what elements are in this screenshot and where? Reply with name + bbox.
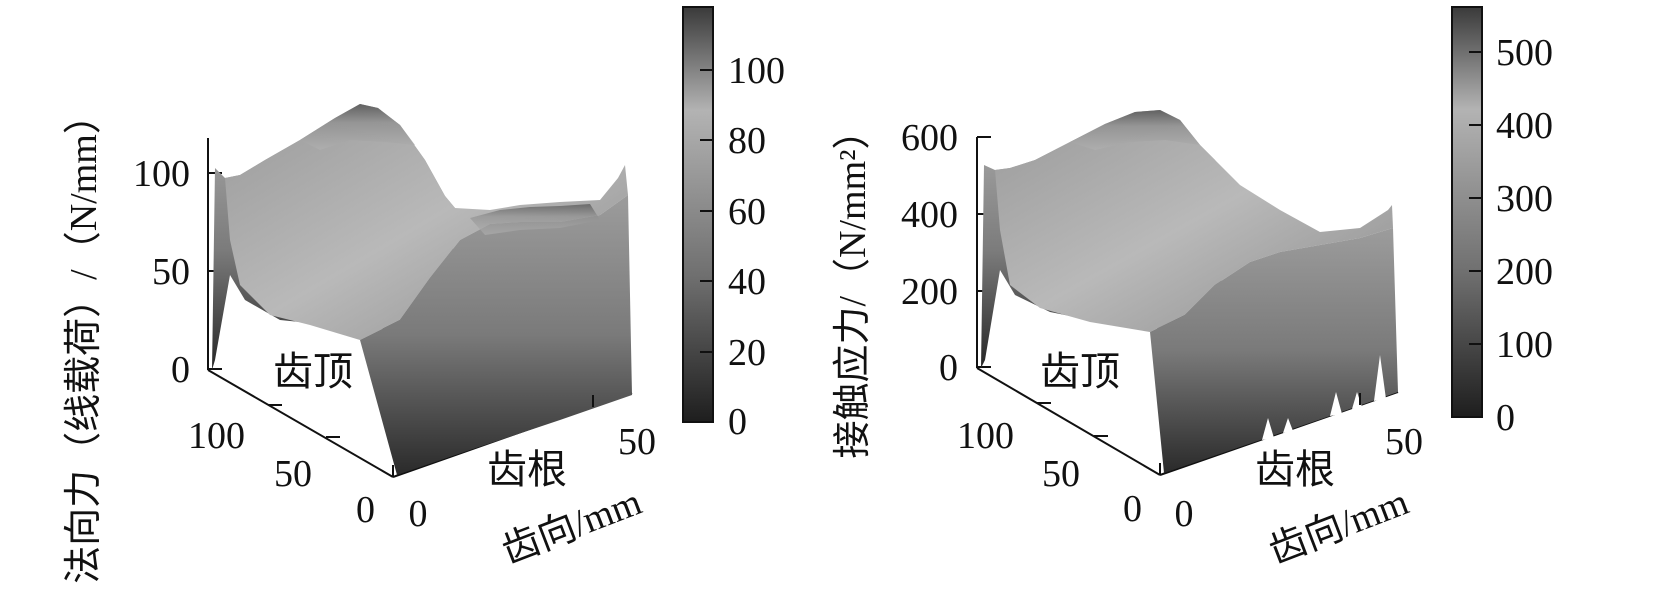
colorbar-ticks-right: 500 400 300 200 100 0 bbox=[1469, 32, 1553, 439]
chart-right: 600 400 200 0 100 50 0 0 50 齿顶 齿根 齿向/mm … bbox=[832, 6, 1553, 572]
y-tick-label: 50 bbox=[1042, 453, 1080, 495]
z-tick-label: 400 bbox=[901, 194, 958, 236]
x-axis-label: 齿向/mm bbox=[496, 481, 647, 572]
z-axis-label: 接触应力/（N/mm²） bbox=[832, 111, 874, 458]
x-tick-label: 50 bbox=[618, 421, 656, 463]
surface-ridge bbox=[1070, 110, 1200, 150]
cb-tick-label: 100 bbox=[1496, 324, 1553, 366]
cb-tick-label: 400 bbox=[1496, 105, 1553, 147]
surface-top bbox=[995, 110, 1393, 332]
cb-tick-label: 300 bbox=[1496, 178, 1553, 220]
cb-tick-label: 100 bbox=[728, 50, 785, 92]
region-label-tip: 齿顶 bbox=[1040, 349, 1120, 394]
surface-top bbox=[225, 104, 628, 340]
x-tick-label: 0 bbox=[1175, 493, 1194, 535]
z-tick-label: 600 bbox=[901, 117, 958, 159]
z-tick-label: 200 bbox=[901, 271, 958, 313]
chart-left: 100 50 0 100 50 0 0 50 齿顶 齿根 齿向/mm 法向力（线… bbox=[63, 6, 785, 584]
cb-tick-label: 0 bbox=[728, 401, 747, 443]
colorbar bbox=[1451, 6, 1483, 418]
y-axis bbox=[976, 367, 1161, 476]
cb-tick-label: 60 bbox=[728, 191, 766, 233]
z-axis-label: 法向力（线载荷）/（N/mm） bbox=[63, 96, 105, 584]
z-tick-label: 0 bbox=[171, 349, 190, 391]
cb-tick-label: 200 bbox=[1496, 251, 1553, 293]
z-tick-label: 0 bbox=[939, 347, 958, 389]
cb-tick-label: 500 bbox=[1496, 32, 1553, 74]
colorbar-ticks-left: 100 80 60 40 20 0 bbox=[700, 50, 785, 443]
x-tick-label: 0 bbox=[409, 493, 428, 535]
cb-tick-label: 80 bbox=[728, 120, 766, 162]
z-tick-label: 100 bbox=[133, 153, 190, 195]
y-axis bbox=[207, 369, 394, 478]
y-tick-label: 0 bbox=[356, 489, 375, 531]
region-label-tip: 齿顶 bbox=[273, 349, 353, 394]
cb-tick-label: 40 bbox=[728, 261, 766, 303]
cb-tick-label: 0 bbox=[1496, 397, 1515, 439]
x-axis-label: 齿向/mm bbox=[1263, 481, 1414, 572]
x-tick-label: 50 bbox=[1385, 421, 1423, 463]
y-tick-label: 100 bbox=[188, 415, 245, 457]
y-tick-label: 0 bbox=[1123, 488, 1142, 530]
cb-tick-label: 20 bbox=[728, 332, 766, 374]
surface-front bbox=[360, 195, 632, 475]
surface-ridge bbox=[470, 204, 600, 235]
region-label-root: 齿根 bbox=[487, 447, 567, 492]
y-tick-label: 50 bbox=[274, 453, 312, 495]
z-tick-label: 50 bbox=[152, 251, 190, 293]
region-label-root: 齿根 bbox=[1255, 447, 1335, 492]
y-tick-label: 100 bbox=[957, 415, 1014, 457]
surface-ridge bbox=[300, 104, 415, 150]
